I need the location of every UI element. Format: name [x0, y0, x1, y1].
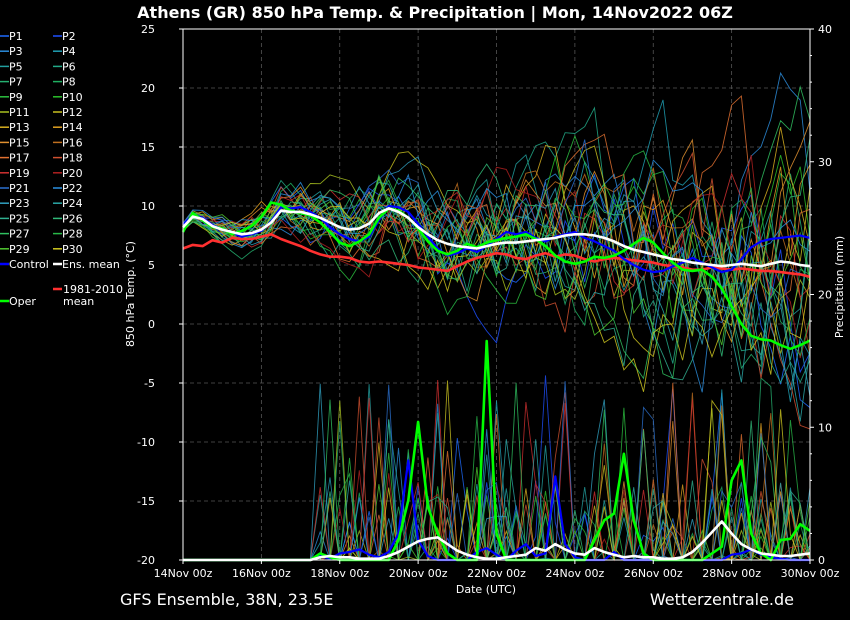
x-tick-label: 18Nov 00z: [310, 567, 369, 580]
member-temp-line: [182, 155, 811, 359]
legend-label-climate: 1981-2010 mean: [63, 283, 123, 308]
y-tick-label: 10: [141, 200, 155, 213]
legend-label: P16: [62, 136, 83, 149]
legend-label: P1: [9, 30, 23, 43]
legend-label: P29: [9, 243, 30, 256]
series-1981-2010-mean-temp: [182, 233, 811, 279]
y-tick-label: 0: [148, 318, 155, 331]
legend-label: P11: [9, 106, 30, 119]
legend-label-line: mean: [63, 295, 94, 308]
member-temp-line: [182, 182, 811, 332]
legend-label: P17: [9, 152, 30, 165]
legend-label: Oper: [9, 295, 36, 308]
footer-model: GFS Ensemble, 38N, 23.5E: [120, 590, 333, 609]
legend-label: P5: [9, 60, 23, 73]
y2-axis-label: Precipitation (mm): [833, 236, 846, 338]
legend-label: P27: [9, 228, 30, 241]
grid: [183, 29, 810, 560]
member-temp-line: [182, 172, 811, 299]
legend-label: P8: [62, 76, 76, 89]
legend-label: P15: [9, 136, 30, 149]
legend-label: P3: [9, 45, 23, 58]
y-ticks: 25 20 15 10 5 0 -5 -10 -15 -20: [137, 23, 183, 567]
legend-label: P22: [62, 182, 83, 195]
y-tick-label: -20: [137, 554, 155, 567]
y2-tick-label: 20: [818, 289, 832, 302]
series-ens-mean-temp: [182, 207, 811, 268]
y-tick-label: -5: [144, 377, 155, 390]
member-temp-line: [182, 159, 811, 295]
x-ticks: 14Nov 00z 16Nov 00z 18Nov 00z 20Nov 00z 22No…: [154, 560, 840, 580]
legend-label: P10: [62, 91, 83, 104]
x-tick-label: 14Nov 00z: [154, 567, 213, 580]
legend-label: P12: [62, 106, 83, 119]
member-temp-line: [182, 187, 811, 374]
chart-title: Athens (GR) 850 hPa Temp. & Precipitatio…: [137, 3, 733, 23]
legend-label: P20: [62, 167, 83, 180]
legend-label: P21: [9, 182, 30, 195]
legend-label: P9: [9, 91, 23, 104]
legend-label: Ens. mean: [62, 258, 120, 271]
legend-label: P6: [62, 60, 76, 73]
x-tick-label: 28Nov 00z: [702, 567, 761, 580]
y-tick-label: 20: [141, 82, 155, 95]
legend-label: P25: [9, 212, 30, 225]
legend-label-line: 1981-2010: [63, 283, 123, 296]
x-tick-label: 16Nov 00z: [232, 567, 291, 580]
member-temp-line: [182, 137, 811, 357]
y-tick-label: 5: [148, 259, 155, 272]
legend-label: P18: [62, 152, 83, 165]
y-tick-label: 25: [141, 23, 155, 36]
legend-label: Control: [9, 258, 49, 271]
member-temp-line: [182, 203, 811, 392]
legend-label: P28: [62, 228, 83, 241]
x-tick-label: 26Nov 00z: [624, 567, 683, 580]
legend-label: P2: [62, 30, 76, 43]
legend-label: P30: [62, 243, 83, 256]
legend-label: P13: [9, 121, 30, 134]
legend-label: P23: [9, 197, 30, 210]
member-temp-line: [182, 99, 811, 403]
footer-source: Wetterzentrale.de: [650, 590, 794, 609]
member-temp-line: [182, 85, 811, 380]
legend-label: P4: [62, 45, 76, 58]
x-tick-label: 20Nov 00z: [389, 567, 448, 580]
x-tick-label: 30Nov 00z: [781, 567, 840, 580]
y-tick-label: -10: [137, 436, 155, 449]
legend: P1 P2 P3 P4 P5 P6 P7 P8 P9 P10 P11 P12 P13 P14 P15 P16 P…: [0, 30, 123, 308]
y2-tick-label: 0: [818, 554, 825, 567]
x-axis-label: Date (UTC): [456, 583, 516, 596]
y2-tick-label: 10: [818, 421, 832, 434]
legend-label: P14: [62, 121, 83, 134]
y-axis-label: 850 hPa Temp. (°C): [124, 241, 137, 347]
legend-label: P19: [9, 167, 30, 180]
legend-label: P7: [9, 76, 23, 89]
y2-ticks: 40 30 20 10 0: [810, 23, 832, 567]
y2-tick-label: 40: [818, 23, 832, 36]
y-tick-label: 15: [141, 141, 155, 154]
legend-label: P24: [62, 197, 83, 210]
legend-label: P26: [62, 212, 83, 225]
series-oper-temp: [181, 201, 811, 351]
x-tick-label: 24Nov 00z: [546, 567, 605, 580]
y-tick-label: -15: [137, 495, 155, 508]
x-tick-label: 22Nov 00z: [467, 567, 526, 580]
y2-tick-label: 30: [818, 156, 832, 169]
